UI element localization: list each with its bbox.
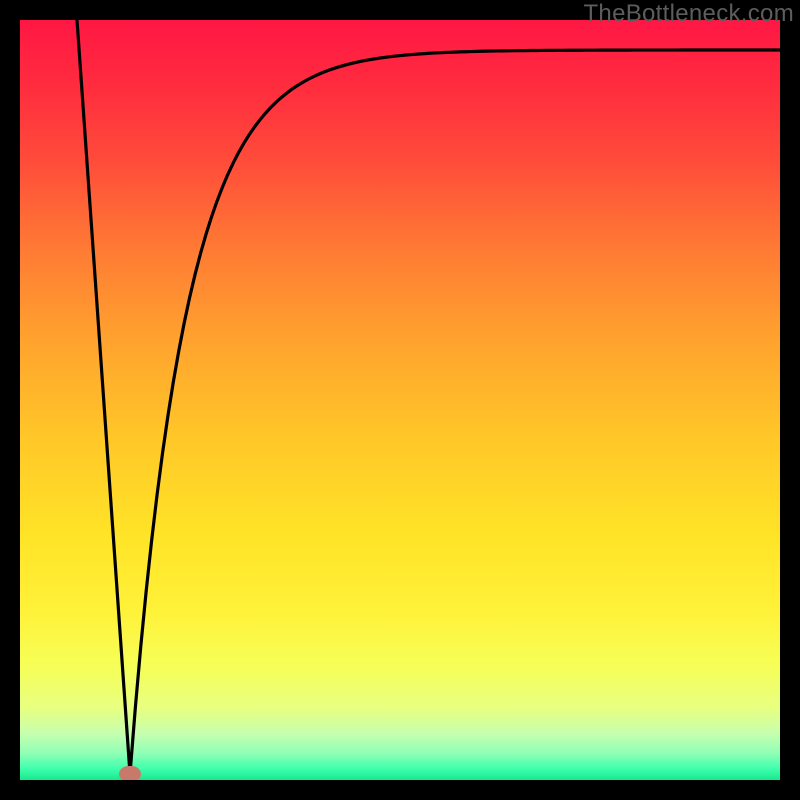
dip-marker xyxy=(119,766,141,780)
bottleneck-curve xyxy=(77,20,780,774)
watermark-text: TheBottleneck.com xyxy=(583,0,794,28)
chart-container: TheBottleneck.com xyxy=(0,0,800,800)
curve-layer xyxy=(20,20,780,780)
plot-area xyxy=(20,20,780,780)
